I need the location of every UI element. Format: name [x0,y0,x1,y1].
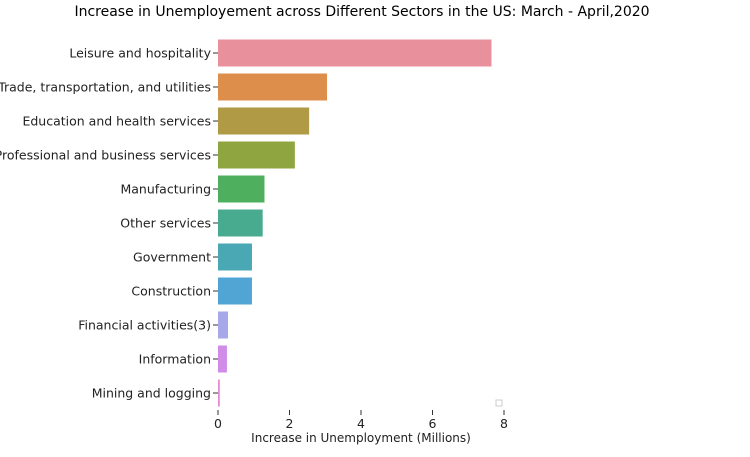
category-labels-group: Leisure and hospitality Trade, transporta… [0,46,218,401]
category-label-8: Financial activities(3) [78,318,211,333]
category-label-2: Education and health services [22,114,211,129]
bar-0 [218,39,492,67]
bar-9 [218,345,227,373]
category-label-9: Information [139,352,211,367]
bar-10 [218,379,220,407]
category-label-10: Mining and logging [92,386,211,401]
chart-title: Increase in Unemployement across Differe… [74,4,649,20]
bar-5 [218,209,263,237]
category-label-0: Leisure and hospitality [69,46,211,61]
x-tick-label-0: 0 [214,416,222,431]
x-tick-label-2: 4 [357,416,365,431]
bar-1 [218,73,328,101]
bar-6 [218,243,252,271]
category-label-3: Professional and business services [0,148,211,163]
x-axis-ticks-group: 0 2 4 6 8 [214,410,508,431]
bar-4 [218,175,265,203]
x-tick-label-4: 8 [500,416,508,431]
category-label-6: Government [133,250,211,265]
legend-marker [495,399,503,407]
bar-2 [218,107,310,135]
category-label-5: Other services [120,216,211,231]
category-label-7: Construction [131,284,211,299]
x-tick-label-3: 6 [429,416,437,431]
x-axis-label: Increase in Unemployment (Millions) [251,431,471,445]
x-tick-label-1: 2 [286,416,294,431]
bar-8 [218,311,229,339]
bar-3 [218,141,295,169]
bars-group [218,39,492,407]
category-label-1: Trade, transportation, and utilities [0,80,211,95]
bar-7 [218,277,252,305]
category-label-4: Manufacturing [120,182,211,197]
